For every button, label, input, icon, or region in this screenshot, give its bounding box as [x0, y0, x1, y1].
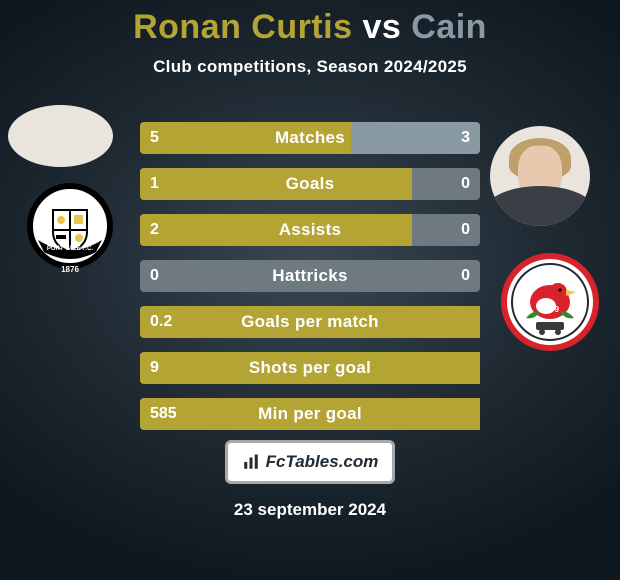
metric-label: Goals per match	[140, 306, 480, 338]
metric-label: Goals	[140, 168, 480, 200]
metric-row: 0.2Goals per match	[140, 306, 480, 338]
title-right-name: Cain	[411, 8, 487, 46]
date-text: 23 september 2024	[0, 500, 620, 520]
title-vs: vs	[362, 8, 401, 46]
player-left-avatar	[8, 105, 113, 167]
club-right-crest: 1879	[500, 252, 600, 352]
bar-chart-icon	[242, 453, 260, 471]
title-left-name: Ronan Curtis	[133, 8, 352, 46]
metric-label: Hattricks	[140, 260, 480, 292]
metric-label: Matches	[140, 122, 480, 154]
metric-label: Shots per goal	[140, 352, 480, 384]
metric-row: 9Shots per goal	[140, 352, 480, 384]
metric-row: 20Assists	[140, 214, 480, 246]
metric-label: Min per goal	[140, 398, 480, 430]
comparison-bars: 53Matches 10Goals 20Assists 00Hattricks 0.2G…	[140, 122, 480, 444]
metric-row: 00Hattricks	[140, 260, 480, 292]
subtitle: Club competitions, Season 2024/2025	[0, 57, 620, 77]
club-left-crest: PORT VALE F.C. 1876	[20, 180, 120, 280]
metric-row: 53Matches	[140, 122, 480, 154]
brand-text: FcTables.com	[266, 452, 379, 472]
svg-text:PORT VALE F.C.: PORT VALE F.C.	[47, 246, 94, 252]
svg-text:1879: 1879	[541, 305, 559, 314]
metric-row: 585Min per goal	[140, 398, 480, 430]
metric-row: 10Goals	[140, 168, 480, 200]
brand-pill[interactable]: FcTables.com	[225, 440, 395, 484]
metric-label: Assists	[140, 214, 480, 246]
player-right-avatar	[490, 126, 590, 226]
svg-text:1876: 1876	[61, 265, 79, 274]
page-title: Ronan Curtis vs Cain	[0, 0, 620, 47]
